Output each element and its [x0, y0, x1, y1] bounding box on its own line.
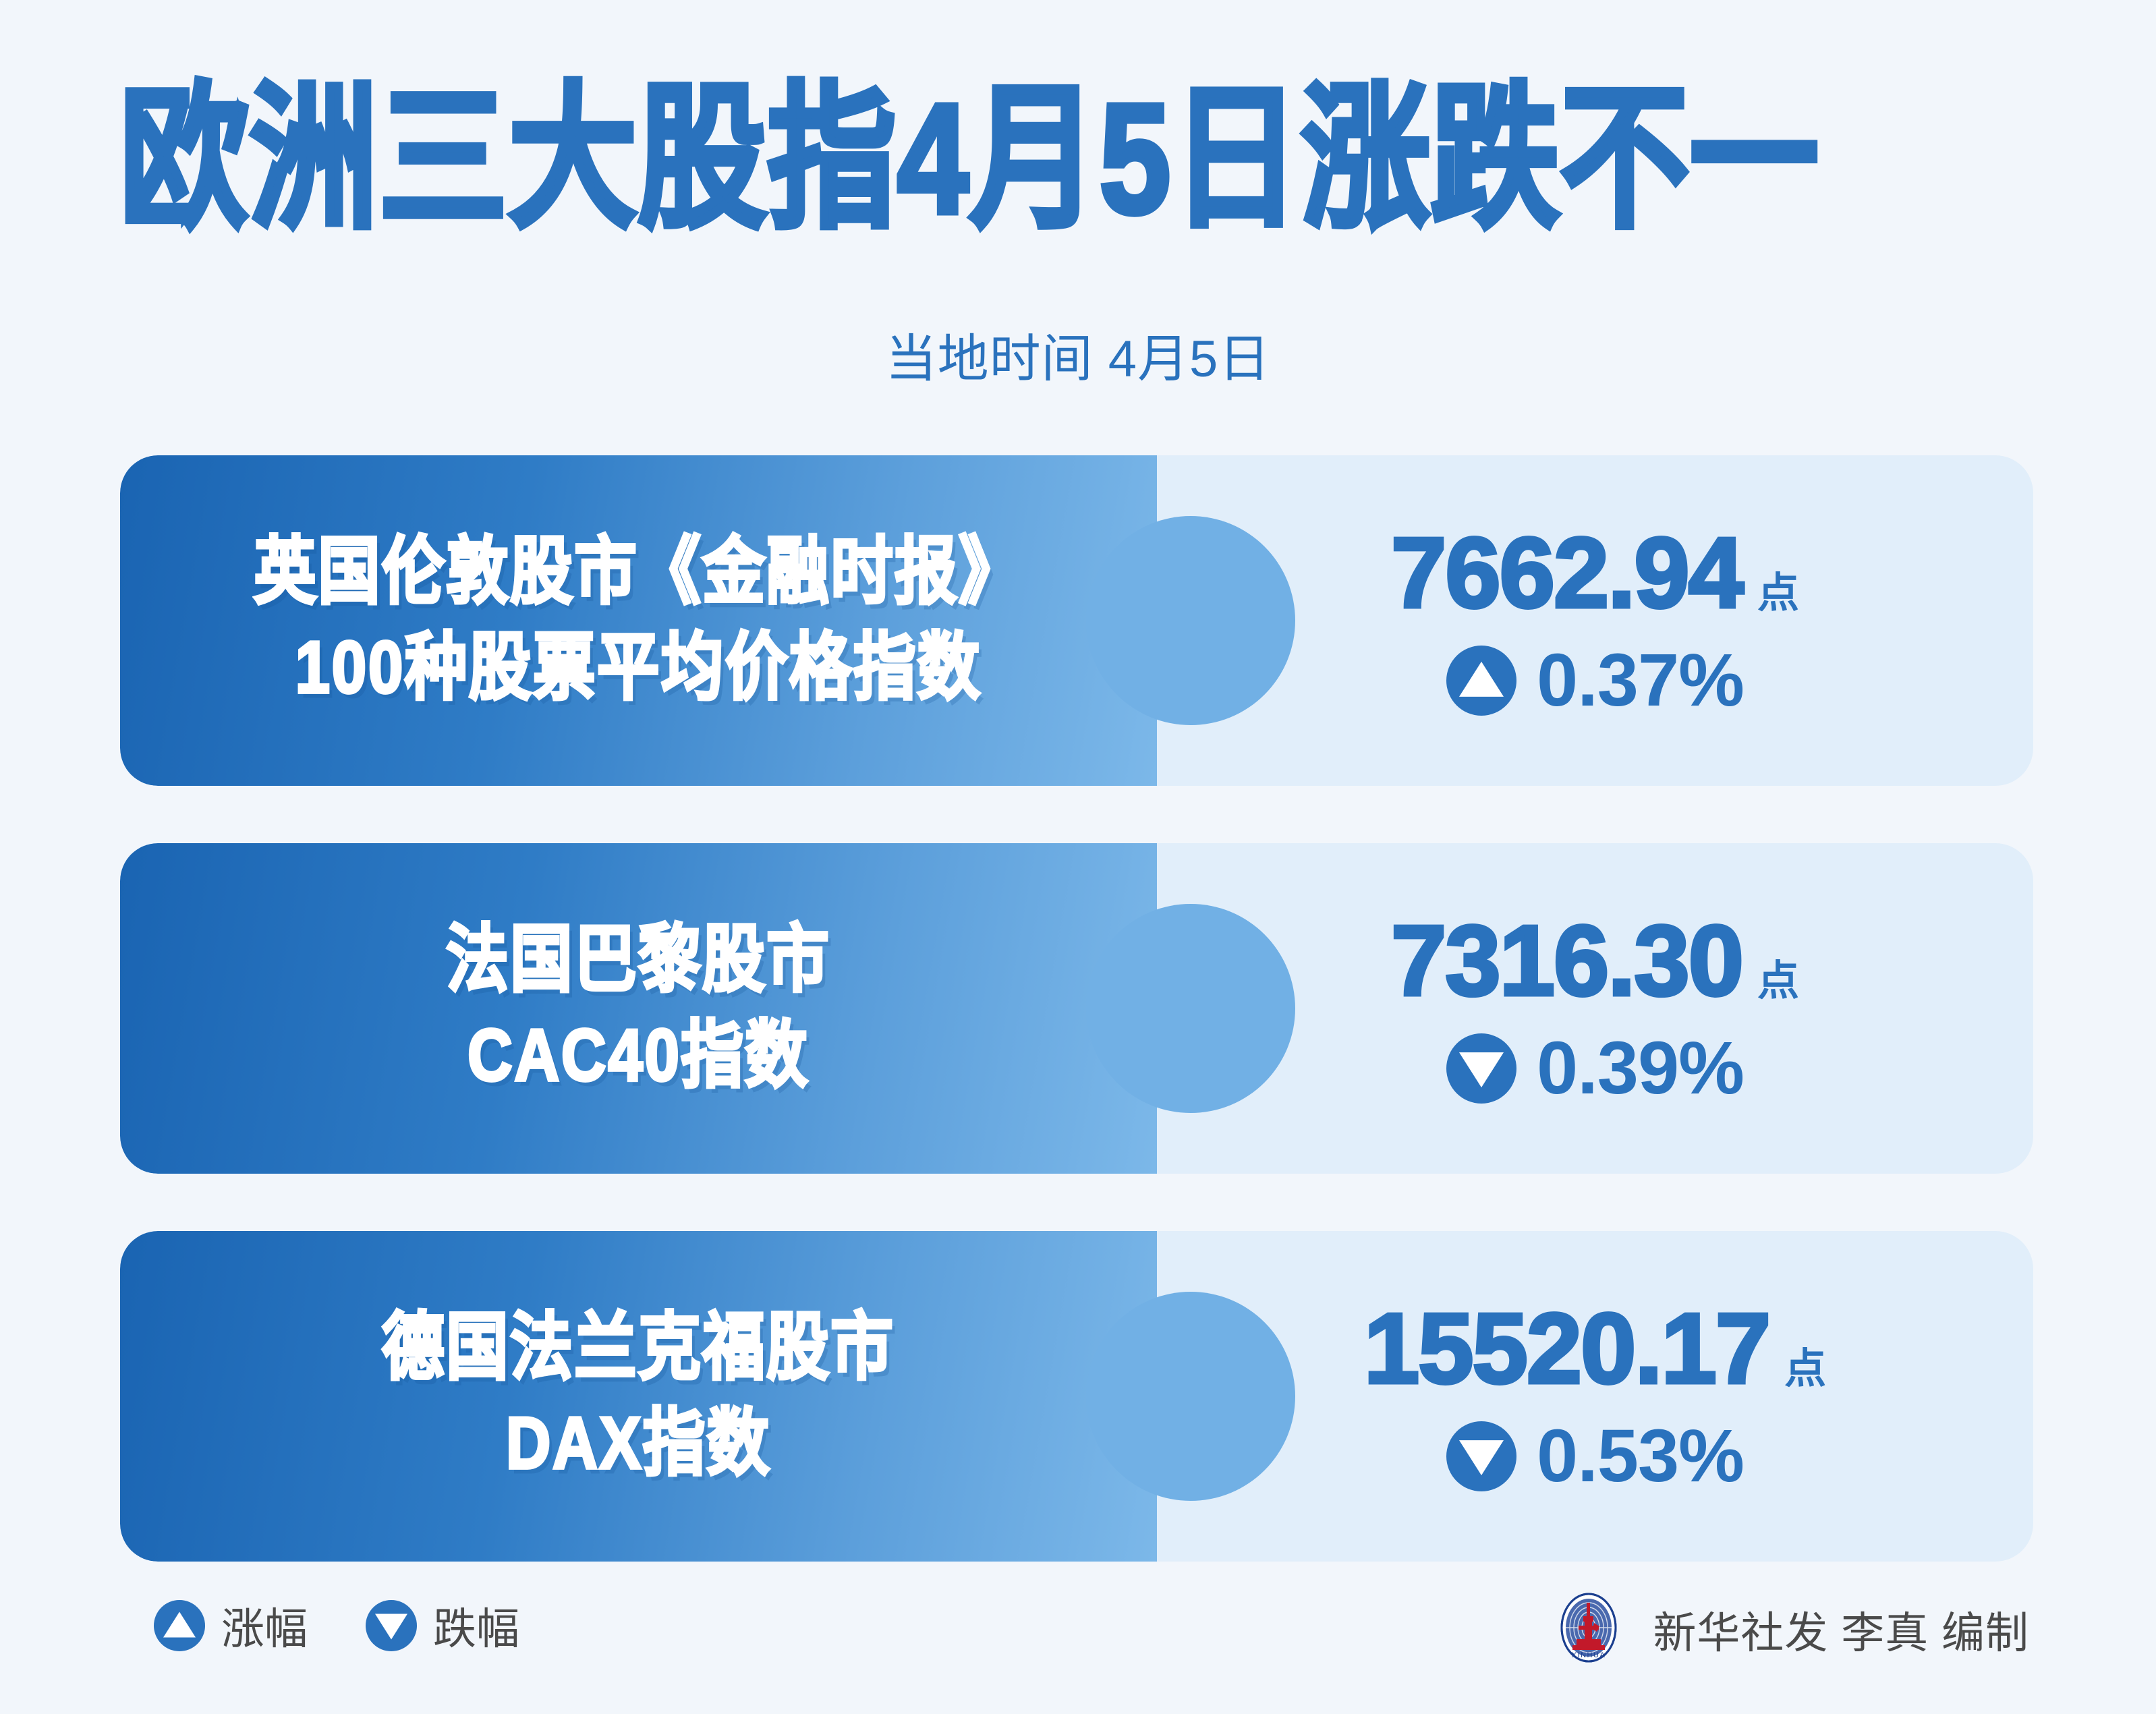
xinhua-logo-icon: XINHUA	[1552, 1591, 1626, 1668]
index-name-line1: 法国巴黎股市	[445, 918, 831, 1002]
index-change-row: 0.39%	[1446, 1031, 1744, 1106]
triangle-down-icon	[366, 1600, 417, 1651]
footer: 涨幅 跌幅	[0, 1587, 2156, 1681]
index-card: 法国巴黎股市 CAC40指数 7316.30 点 0.39%	[120, 843, 2033, 1174]
index-name: 德国法兰克福股市 DAX指数	[355, 1301, 921, 1491]
card-notch-bulge	[1086, 904, 1295, 1113]
index-name-panel: 德国法兰克福股市 DAX指数	[120, 1231, 1157, 1562]
legend-item-down: 跌幅	[366, 1595, 519, 1657]
index-value-unit: 点	[1757, 958, 1799, 1004]
index-card: 英国伦敦股市《金融时报》 100种股票平均价格指数 7662.94 点 0.37…	[120, 455, 2033, 786]
legend-label-down: 跌幅	[433, 1605, 519, 1653]
card-notch-bulge	[1086, 1292, 1295, 1501]
index-value-row: 7316.30 点	[1390, 905, 1799, 1017]
index-value: 7316.30	[1390, 905, 1746, 1017]
legend-item-up: 涨幅	[154, 1595, 308, 1657]
index-value-panel: 15520.17 点 0.53%	[1157, 1231, 2033, 1562]
index-value-unit: 点	[1784, 1346, 1827, 1392]
index-change-percent: 0.39%	[1537, 1027, 1744, 1110]
page-title: 欧洲三大股指4月5日涨跌不一	[118, 72, 1821, 247]
index-name-panel: 法国巴黎股市 CAC40指数	[120, 843, 1157, 1174]
credit-block: XINHUA 新华社发 李真 编制	[1552, 1591, 2029, 1668]
card-notch-bulge	[1086, 516, 1295, 725]
index-card-list: 英国伦敦股市《金融时报》 100种股票平均价格指数 7662.94 点 0.37…	[120, 455, 2033, 1619]
legend: 涨幅 跌幅	[154, 1595, 577, 1657]
index-name-panel: 英国伦敦股市《金融时报》 100种股票平均价格指数	[120, 455, 1157, 786]
index-name-line1: 德国法兰克福股市	[380, 1306, 895, 1390]
triangle-up-icon	[1446, 646, 1517, 716]
index-name: 法国巴黎股市 CAC40指数	[419, 913, 857, 1104]
index-value-panel: 7662.94 点 0.37%	[1157, 455, 2033, 786]
index-name: 英国伦敦股市《金融时报》 100种股票平均价格指数	[227, 525, 1050, 716]
index-change-percent: 0.53%	[1537, 1415, 1744, 1497]
index-value-unit: 点	[1757, 570, 1799, 617]
index-card: 德国法兰克福股市 DAX指数 15520.17 点 0.53%	[120, 1231, 2033, 1562]
index-value-panel: 7316.30 点 0.39%	[1157, 843, 2033, 1174]
credit-text: 新华社发 李真 编制	[1653, 1608, 2029, 1657]
index-name-line2: DAX指数	[505, 1401, 772, 1485]
index-value: 7662.94	[1390, 517, 1746, 629]
index-name-line1: 英国伦敦股市《金融时报》	[252, 530, 1023, 615]
index-name-line2: 100种股票平均价格指数	[294, 625, 982, 710]
triangle-up-icon	[154, 1600, 205, 1651]
index-name-line2: CAC40指数	[466, 1013, 810, 1097]
legend-label-up: 涨幅	[221, 1605, 308, 1653]
index-value-row: 7662.94 点	[1390, 517, 1799, 629]
index-change-percent: 0.37%	[1537, 639, 1744, 722]
triangle-down-icon	[1446, 1033, 1517, 1104]
triangle-down-icon	[1446, 1421, 1517, 1491]
svg-text:XINHUA: XINHUA	[1572, 1651, 1606, 1659]
index-change-row: 0.37%	[1446, 644, 1744, 718]
index-value: 15520.17	[1362, 1293, 1772, 1404]
index-value-row: 15520.17 点	[1362, 1293, 1827, 1404]
page-subtitle: 当地时间 4月5日	[885, 331, 1271, 388]
index-change-row: 0.53%	[1446, 1419, 1744, 1493]
